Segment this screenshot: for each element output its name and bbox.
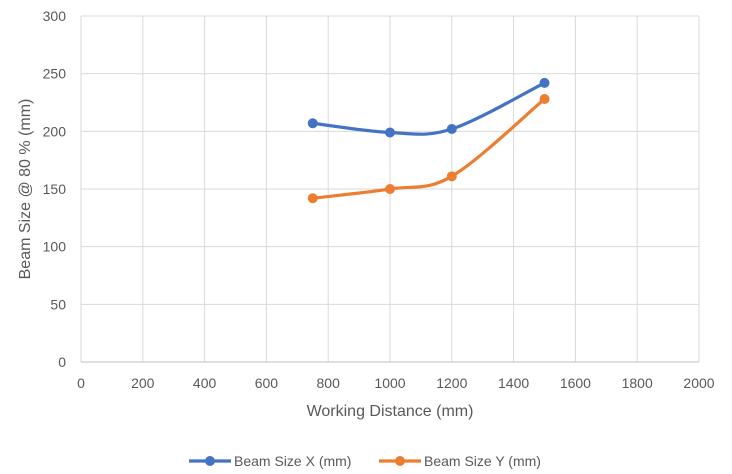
x-tick-label: 600 bbox=[255, 375, 279, 391]
data-point bbox=[385, 127, 395, 138]
x-tick-label: 200 bbox=[131, 375, 155, 391]
data-point bbox=[307, 118, 318, 129]
x-axis-title: Working Distance (mm) bbox=[307, 403, 474, 420]
y-tick-label: 200 bbox=[43, 123, 67, 139]
x-tick-label: 1000 bbox=[374, 375, 405, 391]
data-point bbox=[539, 94, 550, 105]
y-tick-label: 300 bbox=[43, 8, 67, 24]
y-tick-label: 100 bbox=[43, 239, 67, 255]
y-tick-label: 0 bbox=[58, 354, 66, 370]
series-line-2 bbox=[311, 97, 547, 200]
y-tick-label: 250 bbox=[43, 66, 67, 82]
data-point bbox=[385, 184, 395, 194]
gridlines bbox=[80, 15, 700, 362]
legend-label: Beam Size X (mm) bbox=[234, 453, 351, 469]
data-point bbox=[446, 124, 457, 135]
x-axis-ticks: 0 200 400 600 800 1000 1200 1400 1600 1800 2000 bbox=[77, 375, 715, 391]
x-tick-label: 1400 bbox=[498, 375, 529, 391]
series-line-1 bbox=[311, 81, 547, 136]
y-axis-ticks: 0 50 100 150 200 250 300 bbox=[43, 8, 67, 370]
x-tick-label: 800 bbox=[317, 375, 341, 391]
x-tick-label: 400 bbox=[193, 375, 217, 391]
series-group bbox=[307, 77, 550, 204]
legend: Beam Size X (mm) Beam Size Y (mm) bbox=[189, 453, 541, 469]
data-point bbox=[307, 193, 318, 204]
x-tick-label: 1600 bbox=[560, 375, 591, 391]
x-tick-label: 1800 bbox=[622, 375, 653, 391]
x-tick-label: 2000 bbox=[683, 375, 714, 391]
legend-swatch-marker bbox=[205, 456, 215, 466]
data-point bbox=[446, 171, 457, 182]
y-tick-label: 150 bbox=[43, 181, 67, 197]
x-tick-label: 0 bbox=[77, 375, 85, 391]
data-point bbox=[539, 77, 550, 88]
legend-swatch-marker bbox=[395, 456, 405, 466]
y-axis-title: Beam Size @ 80 % (mm) bbox=[17, 99, 34, 280]
x-tick-label: 1200 bbox=[436, 375, 467, 391]
legend-label: Beam Size Y (mm) bbox=[424, 453, 541, 469]
y-tick-label: 50 bbox=[50, 296, 66, 312]
